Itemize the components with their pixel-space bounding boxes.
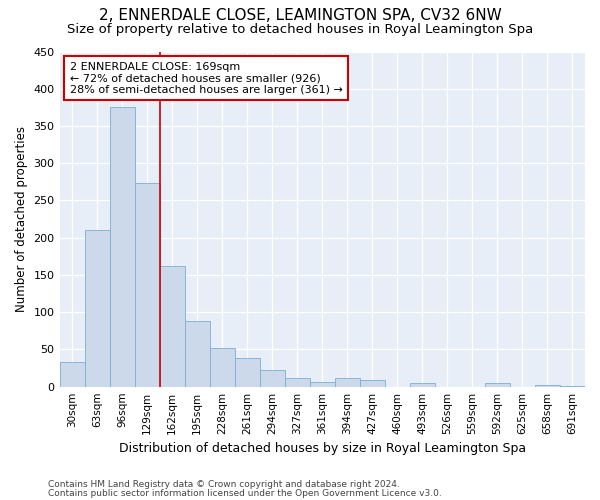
Text: Contains public sector information licensed under the Open Government Licence v3: Contains public sector information licen… — [48, 489, 442, 498]
Bar — [260, 370, 285, 386]
Y-axis label: Number of detached properties: Number of detached properties — [15, 126, 28, 312]
Bar — [410, 383, 435, 386]
Text: Contains HM Land Registry data © Crown copyright and database right 2024.: Contains HM Land Registry data © Crown c… — [48, 480, 400, 489]
Bar — [110, 108, 134, 386]
Bar — [134, 184, 160, 386]
Bar — [485, 383, 510, 386]
Bar — [235, 358, 260, 386]
Text: 2, ENNERDALE CLOSE, LEAMINGTON SPA, CV32 6NW: 2, ENNERDALE CLOSE, LEAMINGTON SPA, CV32… — [98, 8, 502, 22]
Bar — [160, 266, 185, 386]
Text: 2 ENNERDALE CLOSE: 169sqm
← 72% of detached houses are smaller (926)
28% of semi: 2 ENNERDALE CLOSE: 169sqm ← 72% of detac… — [70, 62, 343, 95]
Bar — [535, 385, 560, 386]
Bar — [285, 378, 310, 386]
Text: Size of property relative to detached houses in Royal Leamington Spa: Size of property relative to detached ho… — [67, 22, 533, 36]
Bar — [360, 380, 385, 386]
Bar — [85, 230, 110, 386]
X-axis label: Distribution of detached houses by size in Royal Leamington Spa: Distribution of detached houses by size … — [119, 442, 526, 455]
Bar — [209, 348, 235, 387]
Bar — [310, 382, 335, 386]
Bar — [185, 321, 209, 386]
Bar — [59, 362, 85, 386]
Bar — [335, 378, 360, 386]
